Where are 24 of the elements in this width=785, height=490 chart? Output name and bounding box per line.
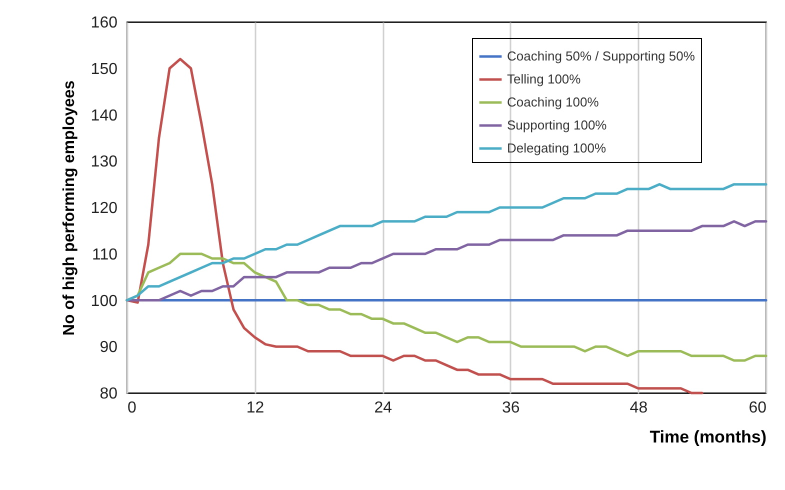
y-tick-label: 140 [90,107,118,124]
legend-label: Telling 100% [507,72,582,86]
legend-label: Delegating 100% [507,140,606,156]
line-series [126,220,768,302]
legend-label: Coaching 100% [507,94,600,110]
x-tick-label: 60 [748,400,767,416]
y-tick-label: 110 [92,246,118,264]
line-series [126,183,768,302]
x-tick-label: 12 [246,400,264,416]
x-tick-label: 48 [630,400,648,416]
x-axis-title: Time (months) [650,428,766,446]
legend-label: Supporting 100% [507,118,608,132]
legend-label: Coaching 50% / Supporting 50% [507,48,696,64]
x-tick-label: 24 [374,400,392,416]
y-tick-label: 80 [100,386,118,402]
y-tick-label: 160 [90,14,118,32]
y-tick-label: 130 [90,154,118,171]
y-tick-label: 90 [100,339,118,356]
y-tick-label: 150 [90,60,118,78]
y-tick-label: 120 [90,200,118,217]
x-tick-label: 0 [128,400,136,416]
x-tick-label: 36 [502,400,520,416]
y-axis-title: No of high performing employees [60,80,78,336]
y-tick-label: 100 [90,292,118,310]
